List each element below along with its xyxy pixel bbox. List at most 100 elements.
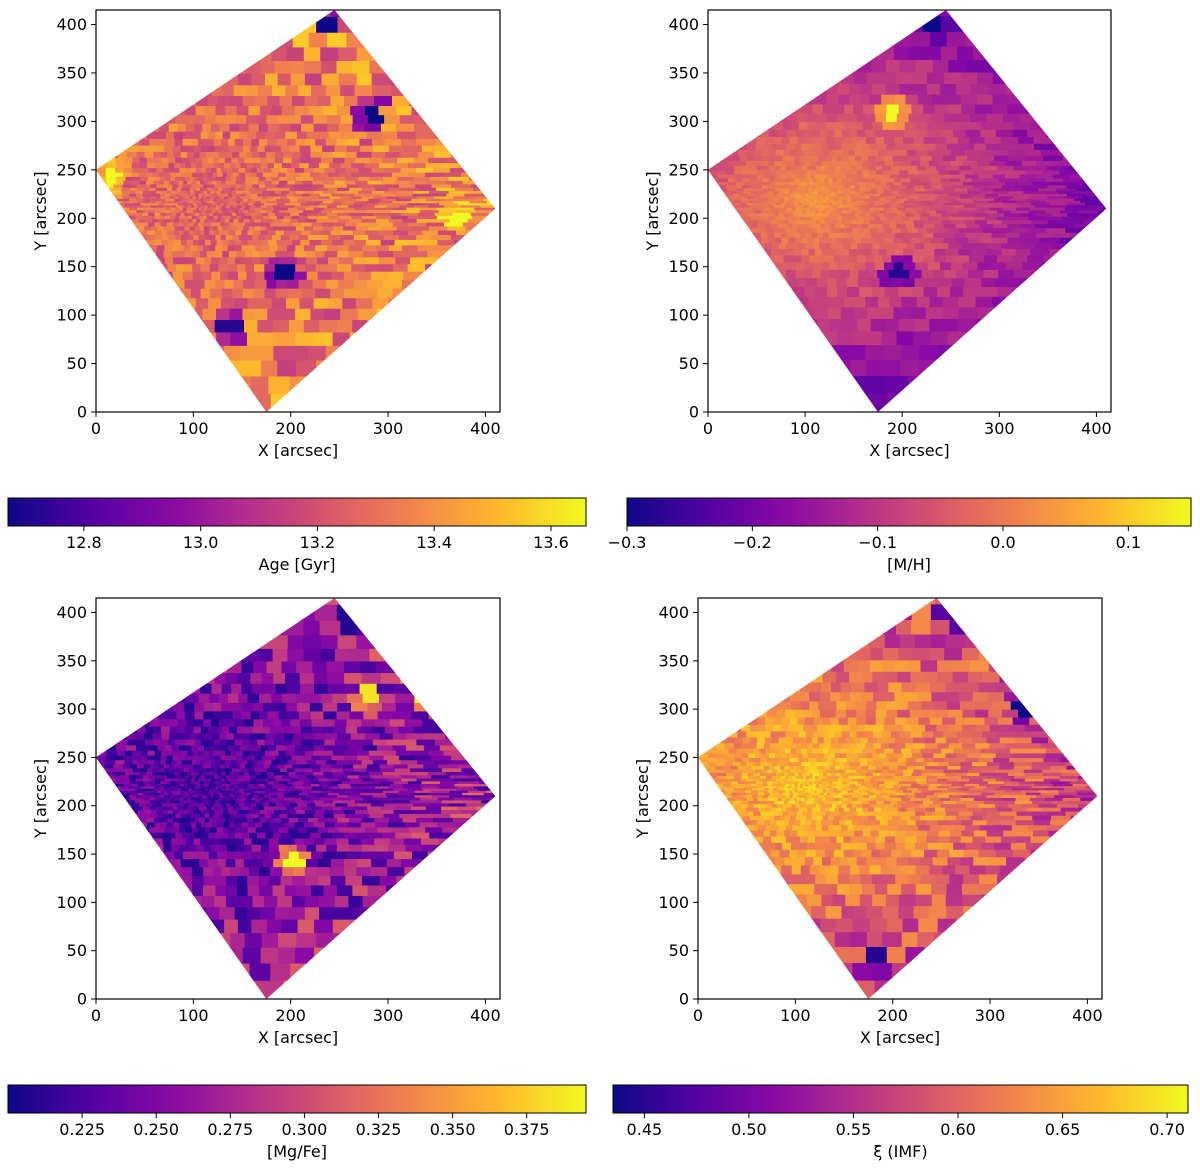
map-cell <box>315 259 327 272</box>
map-cell <box>775 168 782 175</box>
map-cell <box>169 874 182 886</box>
map-cell <box>890 162 900 171</box>
map-cell <box>1059 267 1081 288</box>
map-cell <box>157 71 172 86</box>
map-cell <box>718 258 731 270</box>
map-cell <box>768 128 779 138</box>
map-cell <box>868 175 875 183</box>
map-cell <box>156 255 166 265</box>
map-cell <box>220 297 235 309</box>
map-cell <box>813 261 823 270</box>
map-cell <box>815 197 819 201</box>
map-cell <box>1088 275 1107 297</box>
y-tick-label: 150 <box>668 257 699 276</box>
map-cell <box>822 160 829 166</box>
map-cell <box>797 135 806 144</box>
map-cell <box>191 171 198 177</box>
map-cell <box>178 221 185 227</box>
map-cell <box>833 206 838 211</box>
map-cell <box>217 201 222 206</box>
map-cell <box>220 217 226 223</box>
map-cell <box>224 211 229 216</box>
map-cell <box>260 160 269 169</box>
map-cell <box>820 391 846 412</box>
map-cell <box>708 214 718 225</box>
map-cell <box>278 819 287 828</box>
map-cell <box>127 829 137 839</box>
map-cell <box>187 199 192 204</box>
map-cell <box>129 261 140 272</box>
map-cell <box>818 204 822 208</box>
map-cell <box>170 72 186 86</box>
map-cell <box>840 191 847 197</box>
map-cell <box>755 141 766 150</box>
map-cell <box>787 191 792 197</box>
map-cell <box>169 15 189 33</box>
map-cell <box>381 958 404 981</box>
map-cell <box>253 286 266 299</box>
map-cell <box>194 278 206 289</box>
map-cell <box>208 850 218 860</box>
map-cell <box>471 225 495 246</box>
map-cell <box>206 221 212 227</box>
map-cell <box>173 94 187 106</box>
map-cell <box>846 176 852 183</box>
map-cell <box>191 183 197 188</box>
map-cell <box>825 82 838 95</box>
map-cell <box>212 31 229 48</box>
map-cell <box>905 140 915 150</box>
map-cell <box>909 266 923 279</box>
map-cell <box>326 239 339 252</box>
map-cell <box>812 177 817 183</box>
map-cell <box>775 179 781 186</box>
map-cell <box>219 256 229 265</box>
map-cell <box>222 225 228 231</box>
map-cell <box>170 287 182 299</box>
map-cell <box>819 295 833 308</box>
map-cell <box>909 151 922 161</box>
map-cell <box>847 236 855 244</box>
map-cell <box>280 222 289 231</box>
map-cell <box>826 120 836 130</box>
map-cell <box>164 191 171 197</box>
map-cell <box>227 831 236 839</box>
map-cell <box>440 886 462 908</box>
map-cell <box>237 918 252 934</box>
map-cell <box>454 126 474 146</box>
map-cell <box>131 159 140 169</box>
map-cell <box>217 850 228 860</box>
map-cell <box>879 305 895 319</box>
map-cell <box>236 837 245 845</box>
map-cell <box>164 918 183 934</box>
map-cell <box>817 231 824 238</box>
map-cell <box>106 813 116 823</box>
map-cell <box>96 193 107 204</box>
map-cell <box>708 203 717 214</box>
map-cell <box>219 843 228 852</box>
map-cell <box>837 82 850 95</box>
map-cell <box>782 191 788 197</box>
map-cell <box>287 254 298 265</box>
map-cell <box>816 206 820 211</box>
map-cell <box>205 212 210 216</box>
map-cell <box>247 874 260 886</box>
map-cell <box>278 841 289 852</box>
map-cell <box>183 808 189 814</box>
map-cell <box>166 820 174 828</box>
map-cell <box>259 104 272 116</box>
map-cell <box>1069 322 1093 346</box>
map-cell <box>869 167 877 175</box>
map-cell <box>300 111 314 124</box>
map-cell <box>854 148 863 156</box>
map-cell <box>876 167 884 175</box>
map-cell <box>127 841 139 852</box>
map-cell <box>171 243 179 252</box>
map-cell <box>447 840 470 860</box>
map-cell <box>263 824 273 833</box>
map-cell <box>157 216 164 223</box>
map-cell <box>204 239 212 246</box>
map-cell <box>795 206 800 211</box>
map-cell <box>310 960 334 981</box>
map-cell <box>830 203 835 208</box>
map-cell <box>189 195 194 199</box>
